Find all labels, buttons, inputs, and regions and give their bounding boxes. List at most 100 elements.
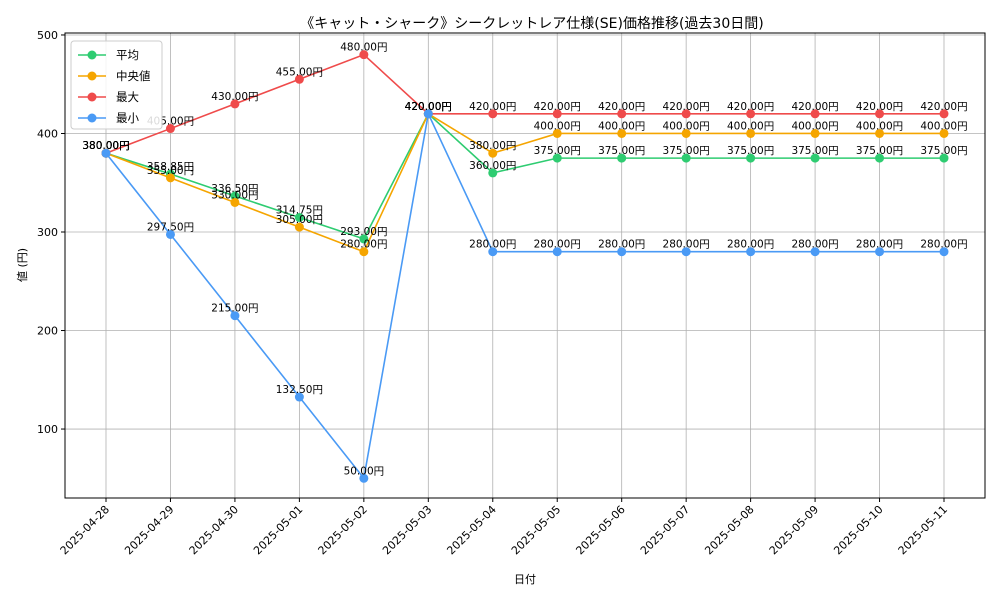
data-point xyxy=(294,74,304,84)
data-point xyxy=(552,109,562,119)
y-tick-label: 200 xyxy=(37,325,58,338)
data-point xyxy=(617,153,627,163)
data-point xyxy=(875,247,885,257)
data-point xyxy=(230,191,240,201)
data-point xyxy=(165,124,175,134)
data-label: 375.00円 xyxy=(727,145,774,157)
data-point xyxy=(359,473,369,483)
x-tick-label: 2025-05-11 xyxy=(896,503,950,557)
data-label: 280.00円 xyxy=(920,239,967,251)
y-tick-label: 300 xyxy=(37,226,58,239)
data-label: 50.00円 xyxy=(344,465,385,477)
x-tick-label: 2025-04-30 xyxy=(187,503,241,557)
data-label: 380.00円 xyxy=(82,140,129,152)
data-label: 400.00円 xyxy=(920,120,967,132)
y-tick-label: 500 xyxy=(37,29,58,42)
data-label: 400.00円 xyxy=(534,120,581,132)
data-label: 420.00円 xyxy=(663,101,710,113)
data-label: 375.00円 xyxy=(663,145,710,157)
data-label: 420.00円 xyxy=(405,101,452,113)
data-label: 420.00円 xyxy=(920,101,967,113)
plot-frame xyxy=(64,32,986,499)
legend-label: 平均 xyxy=(116,48,139,62)
data-labels: 380.00円 358.85円 336.50円 314.75円 293.00円 420.0… xyxy=(82,42,967,478)
data-point xyxy=(165,229,175,239)
data-point xyxy=(746,128,756,138)
data-label: 280.00円 xyxy=(856,239,903,251)
data-point xyxy=(294,392,304,402)
data-label: 400.00円 xyxy=(598,120,645,132)
data-label: 420.00円 xyxy=(791,101,838,113)
x-tick-label: 2025-05-01 xyxy=(251,503,305,557)
data-point xyxy=(359,234,369,244)
data-label: 420.00円 xyxy=(534,101,581,113)
x-tick-label: 2025-04-28 xyxy=(58,503,112,557)
data-label: 280.00円 xyxy=(598,239,645,251)
data-label: 375.00円 xyxy=(791,145,838,157)
legend-label: 中央値 xyxy=(116,69,151,83)
data-point xyxy=(230,99,240,109)
legend-swatch-marker xyxy=(87,50,97,60)
data-point xyxy=(617,128,627,138)
x-tick-label: 2025-05-04 xyxy=(444,503,498,557)
data-label: 400.00円 xyxy=(663,120,710,132)
data-point xyxy=(746,109,756,119)
data-label: 375.00円 xyxy=(856,145,903,157)
data-label: 280.00円 xyxy=(340,239,387,251)
data-point xyxy=(230,311,240,321)
data-label: 420.00円 xyxy=(856,101,903,113)
grid-lines xyxy=(65,33,985,498)
data-label: 336.50円 xyxy=(211,183,258,195)
data-label: 280.00円 xyxy=(791,239,838,251)
y-tick-label: 100 xyxy=(37,423,58,436)
data-point xyxy=(359,247,369,257)
data-point xyxy=(488,247,498,257)
data-label: 400.00円 xyxy=(791,120,838,132)
data-point xyxy=(746,247,756,257)
data-point xyxy=(939,153,949,163)
x-tick-label: 2025-05-07 xyxy=(638,503,692,557)
data-label: 330.00円 xyxy=(211,189,258,201)
data-label: 358.85円 xyxy=(147,161,194,173)
legend-swatch-marker xyxy=(87,71,97,81)
data-point xyxy=(810,128,820,138)
data-point xyxy=(681,153,691,163)
data-point xyxy=(552,247,562,257)
data-label: 305.00円 xyxy=(276,214,323,226)
data-point xyxy=(294,212,304,222)
data-label: 400.00円 xyxy=(727,120,774,132)
legend-swatch-marker xyxy=(87,92,97,102)
data-point xyxy=(230,197,240,207)
data-point xyxy=(617,109,627,119)
data-point xyxy=(810,153,820,163)
data-label: 420.00円 xyxy=(469,101,516,113)
series-line xyxy=(105,53,944,154)
data-point xyxy=(165,173,175,183)
data-point xyxy=(294,222,304,232)
series-line xyxy=(105,111,944,481)
data-point xyxy=(681,109,691,119)
x-tick-label: 2025-05-10 xyxy=(831,503,885,557)
data-point xyxy=(939,128,949,138)
data-point xyxy=(810,247,820,257)
y-tick-label: 400 xyxy=(37,127,58,140)
x-tick-label: 2025-05-03 xyxy=(380,503,434,557)
data-label: 297.50円 xyxy=(147,221,194,233)
data-point xyxy=(681,247,691,257)
data-label: 280.00円 xyxy=(663,239,710,251)
x-tick-label: 2025-05-05 xyxy=(509,503,563,557)
data-label: 420.00円 xyxy=(727,101,774,113)
data-label: 280.00円 xyxy=(534,239,581,251)
data-label: 480.00円 xyxy=(340,42,387,54)
legend-swatch-marker xyxy=(87,113,97,123)
data-point xyxy=(359,50,369,60)
data-label: 380.00円 xyxy=(82,140,129,152)
data-point xyxy=(552,153,562,163)
x-tick-label: 2025-05-02 xyxy=(316,503,370,557)
data-label: 380.00円 xyxy=(469,140,516,152)
data-label: 375.00円 xyxy=(920,145,967,157)
data-label: 430.00円 xyxy=(211,91,258,103)
x-tick-label: 2025-05-08 xyxy=(702,503,756,557)
